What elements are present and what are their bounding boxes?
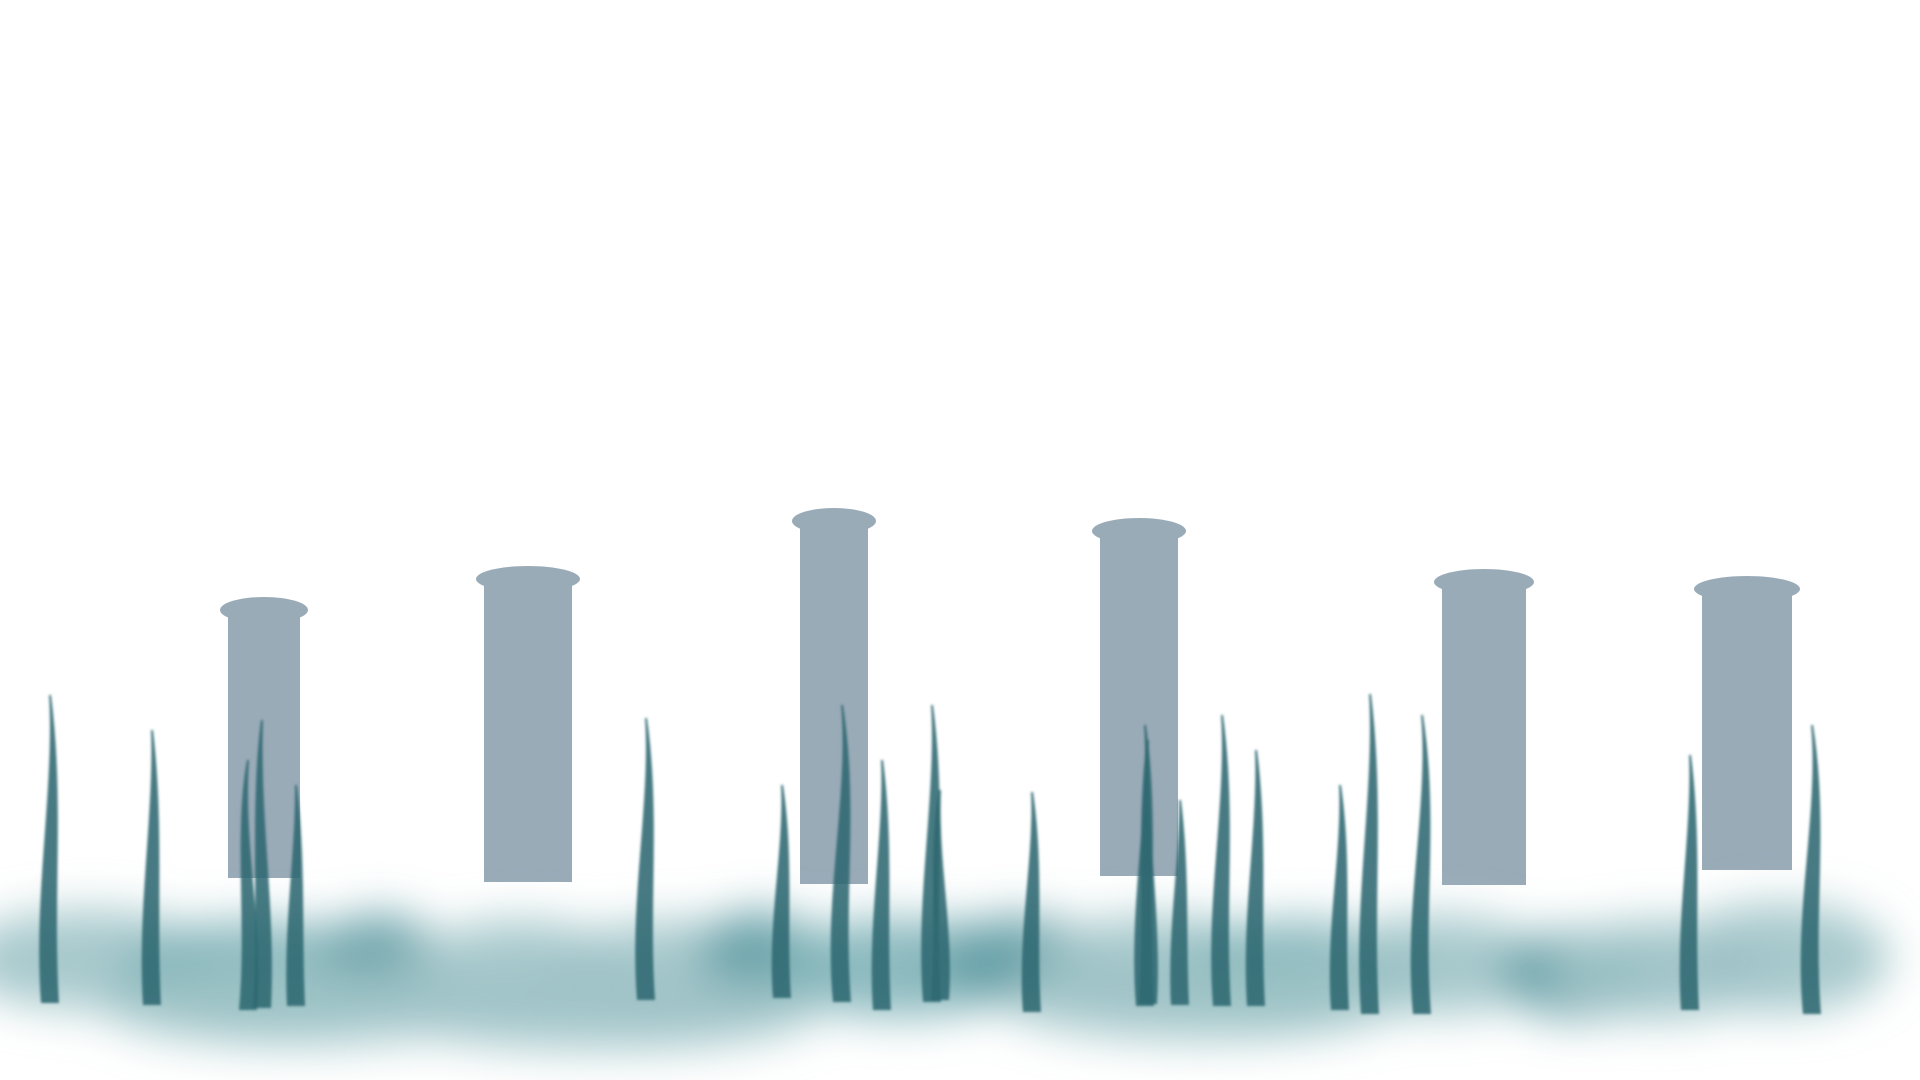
seagrass-blade xyxy=(635,718,655,1000)
seagrass-blade xyxy=(1245,750,1265,1006)
seagrass-blade xyxy=(141,730,161,1005)
pillar-3-capital xyxy=(792,508,876,534)
seagrass-blade xyxy=(239,760,259,1010)
pillar-1-capital xyxy=(220,597,308,623)
seabed-blob xyxy=(1000,960,1400,1040)
pillars-layer xyxy=(220,508,1800,885)
seagrass-blade xyxy=(1329,785,1349,1010)
seagrass-layer xyxy=(39,694,1821,1014)
pillar-2 xyxy=(476,566,580,882)
seagrass-blade xyxy=(1021,792,1041,1012)
seagrass-blade xyxy=(1139,740,1158,1004)
seagrass-blade xyxy=(1679,755,1699,1010)
pillar-5-shaft xyxy=(1442,588,1526,885)
seabed-blob xyxy=(380,970,820,1050)
pillar-5 xyxy=(1434,569,1534,885)
pillar-6 xyxy=(1694,576,1800,870)
pillar-4-shaft xyxy=(1100,537,1178,876)
pillar-4 xyxy=(1092,518,1186,876)
seagrass-blade xyxy=(1359,694,1379,1014)
seagrass-blade xyxy=(830,705,851,1002)
pillar-3 xyxy=(792,508,876,884)
seagrass-blade xyxy=(1211,715,1231,1006)
pillar-2-capital xyxy=(476,566,580,592)
seagrass-blade xyxy=(39,695,59,1003)
seagrass-blade xyxy=(1800,725,1821,1014)
seagrass-blade xyxy=(871,760,891,1010)
seagrass-blade xyxy=(771,785,791,998)
seagrass-blade xyxy=(253,720,272,1008)
seagrass-blade xyxy=(931,790,950,1000)
pillar-3-shaft xyxy=(800,527,868,884)
seagrass-blade xyxy=(1170,800,1189,1005)
pillar-4-capital xyxy=(1092,518,1186,544)
seabed-blob xyxy=(1670,903,1890,1013)
pillar-6-capital xyxy=(1694,576,1800,602)
seagrass-blade xyxy=(1410,715,1431,1014)
seagrass-blade xyxy=(286,785,305,1006)
pillar-6-shaft xyxy=(1702,595,1792,870)
pillar-2-shaft xyxy=(484,585,572,882)
pillar-5-capital xyxy=(1434,569,1534,595)
